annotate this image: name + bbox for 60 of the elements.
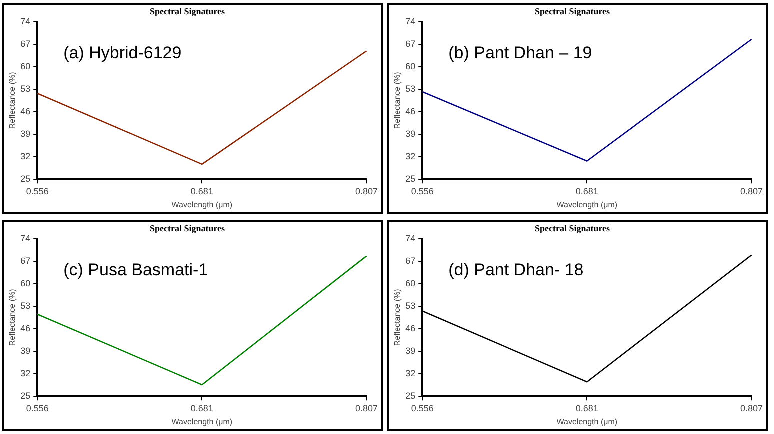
y-tick-label: 39 [20, 346, 31, 356]
y-tick-label: 67 [20, 256, 31, 266]
chart-title: Spectral Signatures [150, 6, 226, 17]
y-tick-label: 39 [20, 129, 31, 139]
y-tick-label: 74 [406, 233, 416, 244]
x-axis-title: Wavelength (μm) [556, 417, 618, 426]
y-tick-label: 39 [406, 346, 416, 356]
y-axis-title: Reflectance (%) [8, 72, 18, 130]
y-tick-label: 46 [20, 106, 31, 116]
y-tick-label: 25 [406, 174, 416, 184]
x-tick-label: 0.807 [355, 403, 378, 414]
y-axis-title: Reflectance (%) [8, 288, 18, 346]
annotation: (a) Hybrid-6129 [64, 43, 182, 62]
y-tick-label: 53 [20, 84, 31, 94]
x-tick-label: 0.556 [26, 403, 49, 414]
annotation: (b) Pant Dhan – 19 [448, 43, 592, 62]
y-tick-label: 25 [406, 391, 416, 402]
y-tick-label: 60 [20, 61, 31, 72]
y-tick-label: 25 [20, 391, 31, 402]
y-tick-label: 32 [20, 368, 31, 379]
y-tick-label: 60 [406, 61, 416, 72]
y-tick-label: 46 [406, 323, 416, 334]
annotation: (d) Pant Dhan- 18 [448, 260, 584, 280]
x-tick-label: 0.681 [190, 403, 214, 414]
x-tick-label: 0.807 [740, 186, 764, 196]
y-tick-label: 32 [406, 152, 416, 162]
x-tick-label: 0.807 [740, 403, 764, 414]
y-tick-label: 32 [406, 368, 416, 379]
y-tick-label: 74 [20, 16, 31, 26]
x-axis-title: Wavelength (μm) [172, 200, 233, 210]
y-axis-title: Reflectance (%) [393, 72, 402, 130]
y-tick-label: 46 [20, 323, 31, 334]
y-tick-label: 67 [20, 38, 31, 49]
y-tick-label: 53 [406, 300, 416, 311]
y-tick-label: 53 [406, 84, 416, 94]
y-tick-label: 74 [406, 16, 416, 26]
y-tick-label: 39 [406, 129, 416, 139]
chart-title: Spectral Signatures [534, 6, 611, 17]
x-axis-title: Wavelength (μm) [556, 200, 618, 210]
chart-title: Spectral Signatures [150, 224, 226, 234]
x-tick-label: 0.807 [355, 186, 378, 196]
y-tick-label: 25 [20, 174, 31, 184]
chart-title: Spectral Signatures [534, 224, 611, 234]
x-axis-title: Wavelength (μm) [172, 417, 233, 426]
x-tick-label: 0.681 [576, 186, 598, 196]
annotation: (c) Pusa Basmati-1 [64, 260, 208, 280]
x-tick-label: 0.556 [411, 186, 434, 196]
y-tick-label: 74 [20, 233, 31, 244]
y-axis-title: Reflectance (%) [393, 288, 402, 346]
y-tick-label: 60 [20, 278, 31, 288]
y-tick-label: 46 [406, 106, 416, 116]
y-tick-label: 67 [406, 256, 416, 266]
y-tick-label: 53 [20, 300, 31, 311]
y-tick-label: 60 [406, 278, 416, 288]
x-tick-label: 0.681 [576, 403, 598, 414]
x-tick-label: 0.556 [26, 186, 49, 196]
y-tick-label: 32 [20, 152, 31, 162]
y-tick-label: 67 [406, 38, 416, 49]
x-tick-label: 0.681 [190, 186, 214, 196]
x-tick-label: 0.556 [411, 403, 434, 414]
